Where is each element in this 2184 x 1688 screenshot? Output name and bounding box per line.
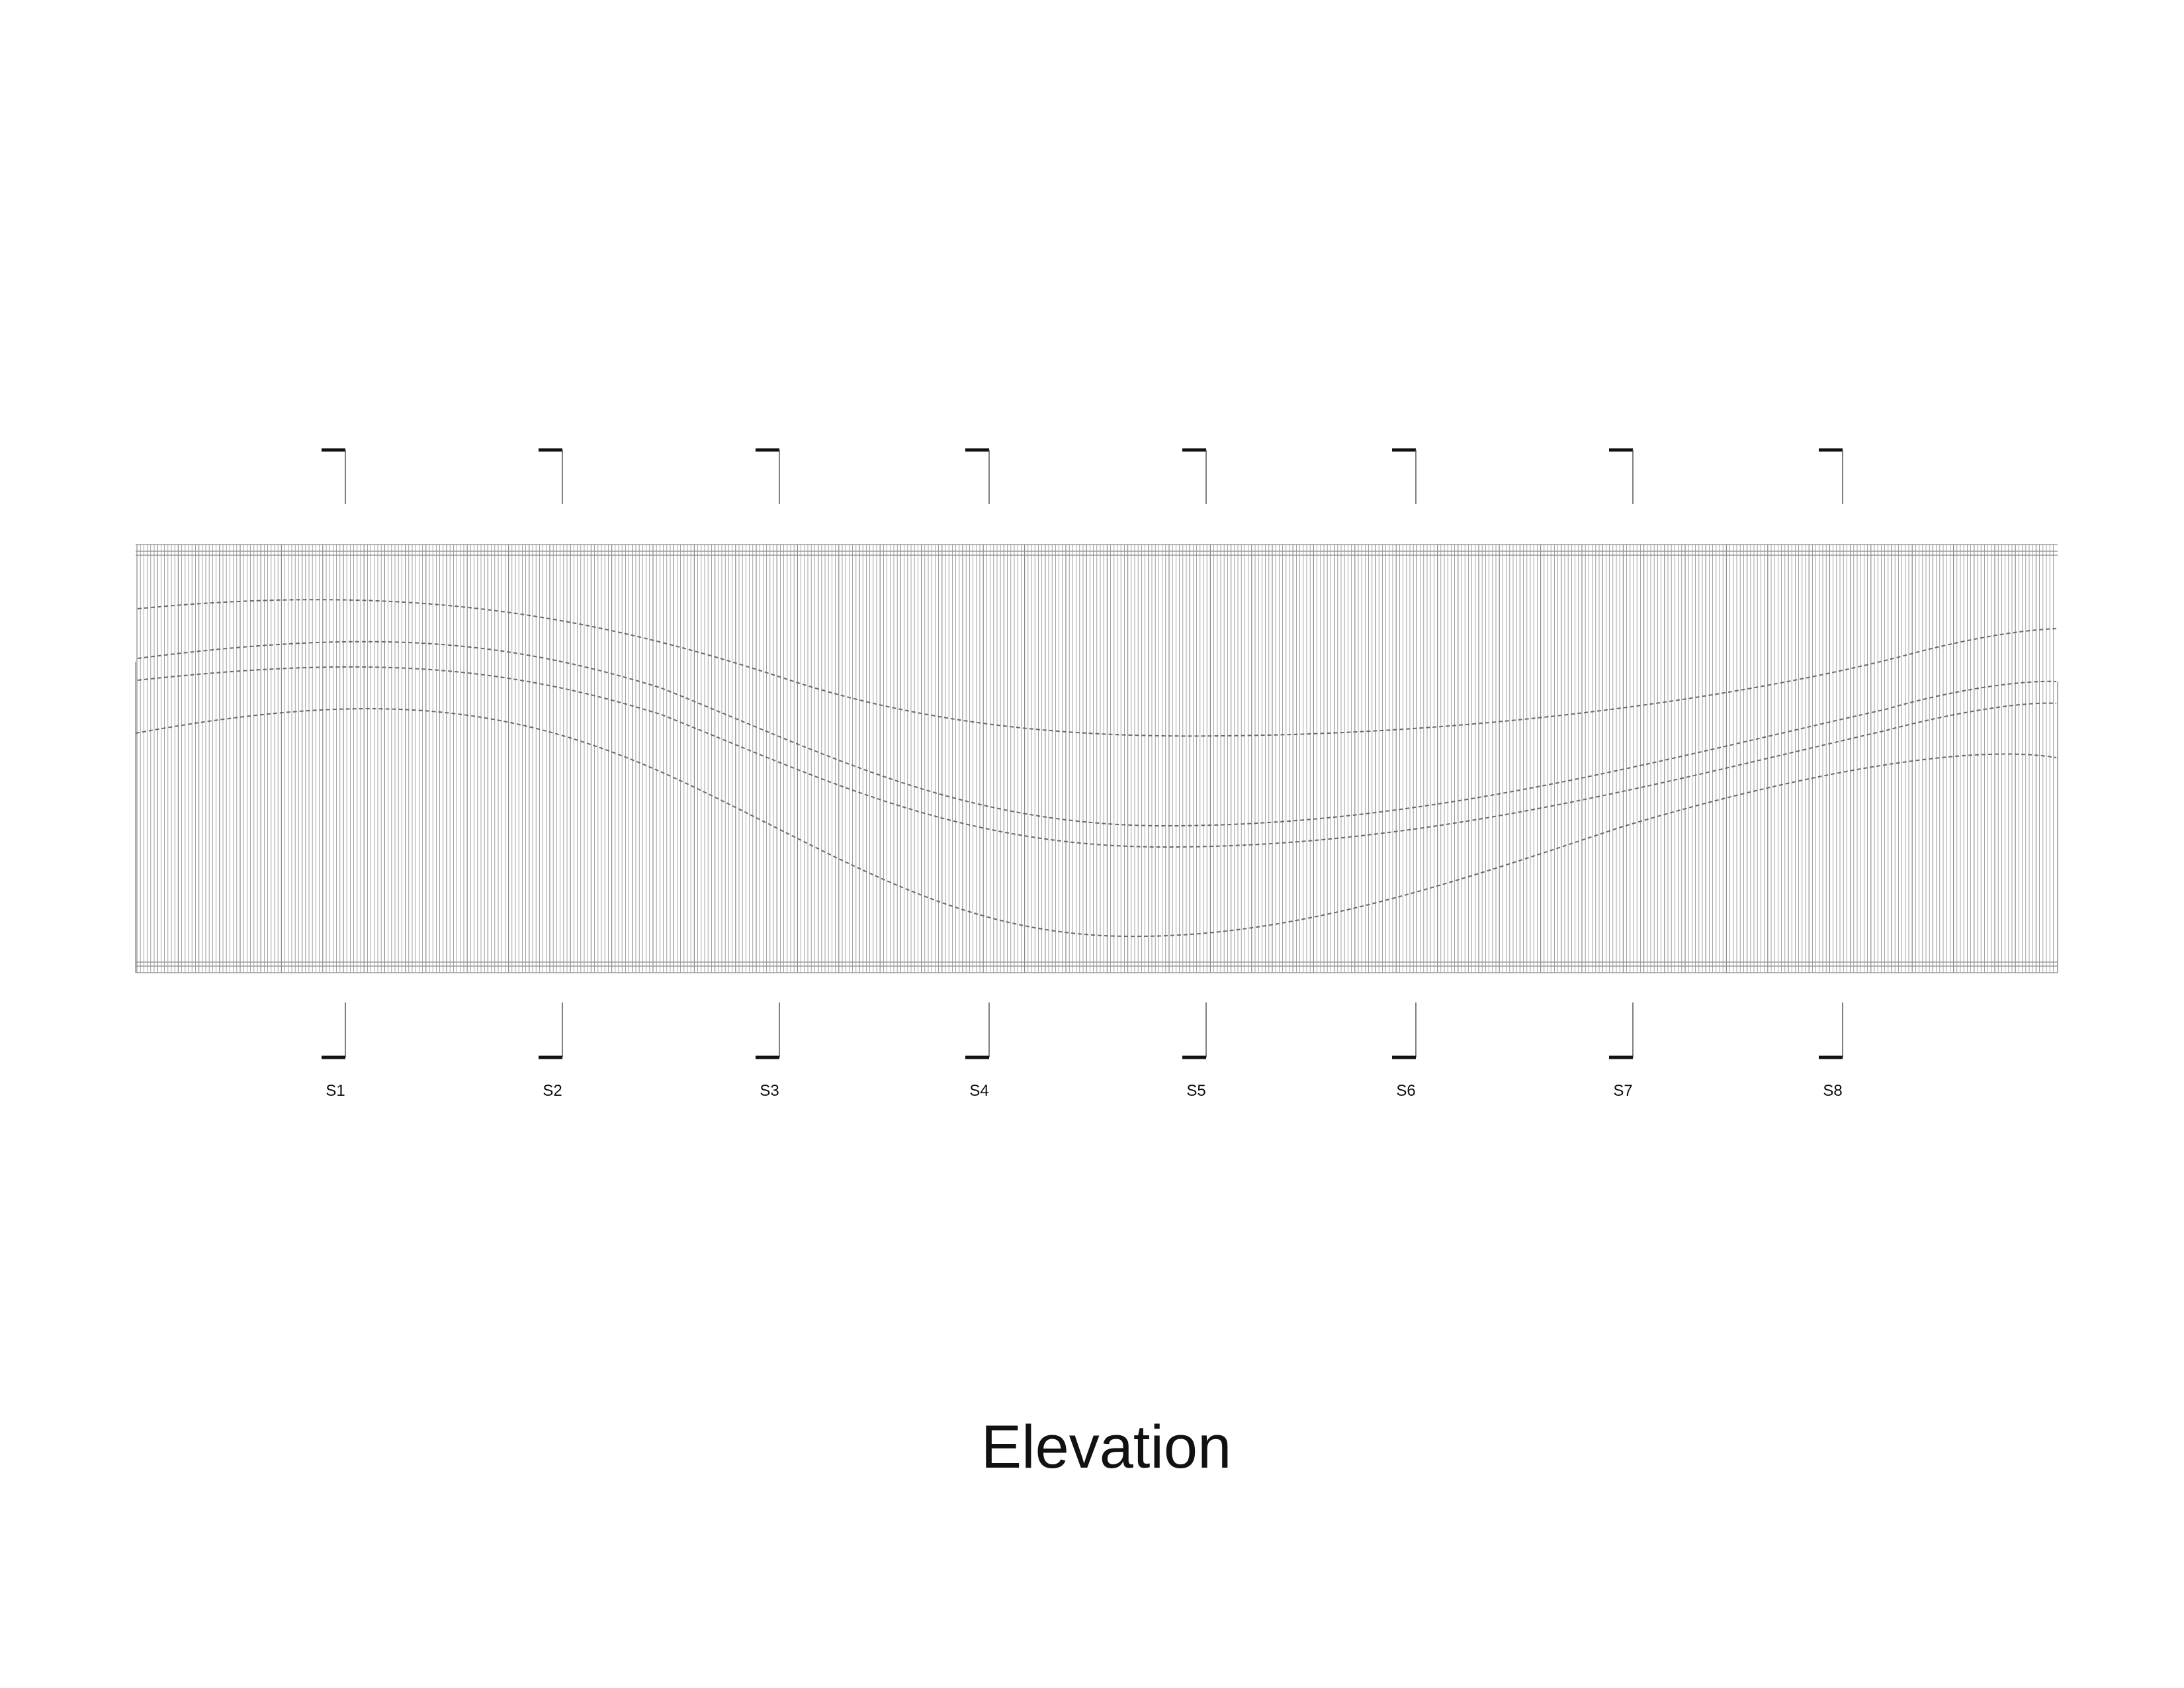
- section-marker-s3: S3: [756, 448, 780, 1100]
- facade-elevation: [135, 544, 2058, 973]
- section-marker-s6: S6: [1392, 448, 1417, 1100]
- section-label-s6: S6: [1396, 1082, 1415, 1100]
- section-marker-s7: S7: [1609, 448, 1634, 1100]
- hidden-profile-curves: [135, 599, 2057, 938]
- section-label-s5: S5: [1186, 1082, 1205, 1100]
- hidden-curve: [137, 641, 2057, 827]
- section-marker-s2: S2: [539, 448, 563, 1100]
- vertical-fins: [136, 545, 2054, 973]
- section-label-s4: S4: [969, 1082, 988, 1100]
- section-label-s2: S2: [543, 1082, 562, 1100]
- section-marker-s8: S8: [1819, 448, 1843, 1100]
- section-marker-s4: S4: [965, 448, 990, 1100]
- top-bottom-rails: [135, 544, 2058, 973]
- section-marker-s1: S1: [322, 448, 346, 1100]
- section-cut-markers: S1 S2 S3 S4 S5 S6 S7 S8: [322, 448, 1843, 1100]
- section-label-s3: S3: [760, 1082, 779, 1100]
- section-label-s7: S7: [1613, 1082, 1632, 1100]
- section-label-s1: S1: [326, 1082, 345, 1100]
- section-label-s8: S8: [1823, 1082, 1842, 1100]
- section-marker-s5: S5: [1182, 448, 1207, 1100]
- hidden-curve: [137, 599, 2057, 737]
- hidden-curve: [135, 708, 2057, 938]
- drawing-title: Elevation: [981, 1413, 1231, 1481]
